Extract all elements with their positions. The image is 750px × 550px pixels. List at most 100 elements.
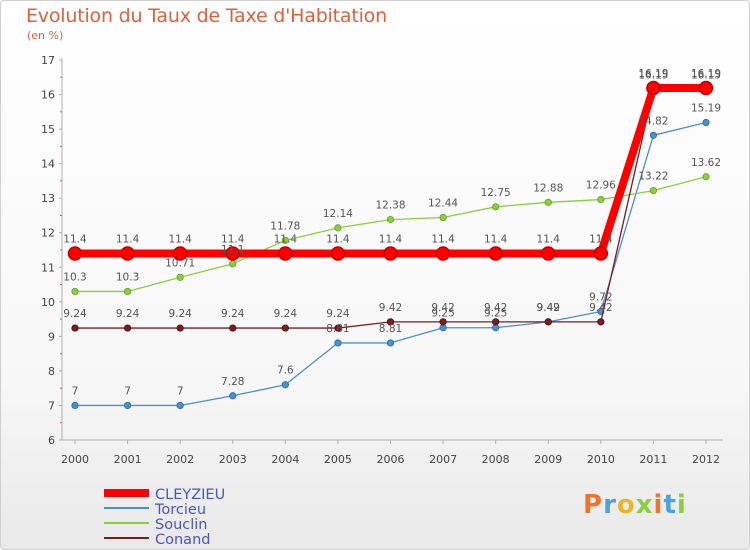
data-point xyxy=(176,401,184,410)
data-point xyxy=(649,186,658,195)
data-label: 11.4 xyxy=(379,233,403,245)
data-label: 16.19 xyxy=(638,68,668,80)
data-label: 11.4 xyxy=(484,233,508,245)
data-point xyxy=(334,224,342,232)
x-tick-label: 2010 xyxy=(587,453,615,466)
data-label: 16.15 xyxy=(638,69,668,81)
data-point xyxy=(439,213,447,222)
data-label: 9.42 xyxy=(379,302,402,314)
data-label: 11.4 xyxy=(589,233,613,245)
data-label: 9.24 xyxy=(221,308,245,320)
data-point xyxy=(386,216,395,224)
data-label: 9.42 xyxy=(589,302,612,314)
data-label: 7 xyxy=(72,385,79,397)
data-point xyxy=(120,246,135,261)
data-label: 7.6 xyxy=(277,365,294,377)
legend-label: Torcieu xyxy=(154,502,206,518)
data-label: 10.3 xyxy=(63,271,86,283)
data-label: 8.81 xyxy=(326,323,349,335)
data-label: 11.1 xyxy=(221,244,244,256)
y-tick-label: 12 xyxy=(41,227,55,240)
data-point xyxy=(492,324,500,332)
data-label: 11.4 xyxy=(63,233,87,245)
data-label: 12.14 xyxy=(323,208,353,220)
data-point xyxy=(330,246,346,261)
y-tick-label: 13 xyxy=(41,192,55,205)
data-point xyxy=(123,287,132,296)
x-tick-label: 2009 xyxy=(534,453,562,466)
data-label: 9.49 xyxy=(537,302,560,314)
x-tick-label: 2012 xyxy=(692,453,720,466)
data-point xyxy=(71,324,79,332)
data-point xyxy=(541,246,556,261)
data-label: 13.62 xyxy=(691,157,721,169)
data-label: 11.78 xyxy=(270,220,300,232)
data-label: 9.42 xyxy=(537,302,560,314)
data-label: 9.42 xyxy=(484,302,507,314)
data-label: 9.72 xyxy=(589,291,612,303)
data-label: 15.19 xyxy=(691,103,721,115)
data-label: 9.42 xyxy=(431,302,454,314)
data-point xyxy=(492,318,500,326)
data-label: 11.4 xyxy=(431,233,455,245)
data-label: 11.4 xyxy=(326,233,350,245)
x-tick-label: 2001 xyxy=(114,453,142,466)
data-point xyxy=(439,324,447,332)
data-point xyxy=(702,118,710,127)
logo-letter: P xyxy=(583,490,604,520)
logo-letter: t xyxy=(663,490,677,520)
data-point xyxy=(597,318,605,326)
x-tick-label: 2008 xyxy=(482,453,510,466)
x-tick-label: 2006 xyxy=(377,453,405,466)
data-label: 9.24 xyxy=(274,308,298,320)
data-point xyxy=(386,339,395,347)
data-point xyxy=(702,173,710,181)
data-point xyxy=(229,260,237,268)
chart-subtitle: (en %) xyxy=(27,29,64,42)
data-point xyxy=(67,246,83,261)
data-point xyxy=(123,324,132,332)
data-point xyxy=(597,195,605,204)
y-tick-label: 15 xyxy=(41,123,55,136)
data-label: 7 xyxy=(124,385,131,397)
data-label: 16.19 xyxy=(691,68,721,80)
data-label: 12.88 xyxy=(533,182,563,194)
data-label: 14.82 xyxy=(638,115,668,127)
data-label: 11.4 xyxy=(537,233,561,245)
x-tick-label: 2005 xyxy=(324,453,352,466)
proxiti-logo: Proxiti xyxy=(583,490,687,520)
data-point xyxy=(281,236,289,244)
data-point xyxy=(435,246,451,261)
data-point xyxy=(176,273,184,281)
data-label: 13.22 xyxy=(638,171,668,183)
logo-letter: x xyxy=(635,490,654,520)
data-point xyxy=(278,246,293,261)
data-point xyxy=(123,401,132,410)
data-label: 16.15 xyxy=(691,69,721,81)
data-label: 7.28 xyxy=(221,376,244,388)
legend-label: Souclin xyxy=(155,517,208,533)
data-label: 12.38 xyxy=(375,200,405,212)
logo-letter: i xyxy=(676,490,687,520)
data-point xyxy=(544,318,552,326)
logo-letter: o xyxy=(616,490,636,520)
legend-label: Conand xyxy=(155,532,210,548)
logo-text: Proxiti xyxy=(583,490,687,520)
data-label: 11.4 xyxy=(221,233,245,245)
data-point xyxy=(488,246,503,261)
x-tick-label: 2002 xyxy=(166,453,194,466)
x-tick-label: 2007 xyxy=(429,453,457,466)
x-tick-label: 2000 xyxy=(61,453,89,466)
data-label: 11.4 xyxy=(116,233,140,245)
y-tick-label: 11 xyxy=(41,261,55,274)
data-point xyxy=(229,324,237,332)
x-tick-label: 2003 xyxy=(219,453,247,466)
data-point xyxy=(71,287,79,296)
data-point xyxy=(334,324,342,332)
chart-title: Evolution du Taux de Taxe d'Habitation xyxy=(26,5,387,27)
data-label: 9.24 xyxy=(168,308,192,320)
data-label: 9.24 xyxy=(63,308,87,320)
data-point xyxy=(698,80,714,96)
y-tick-label: 14 xyxy=(41,158,55,171)
